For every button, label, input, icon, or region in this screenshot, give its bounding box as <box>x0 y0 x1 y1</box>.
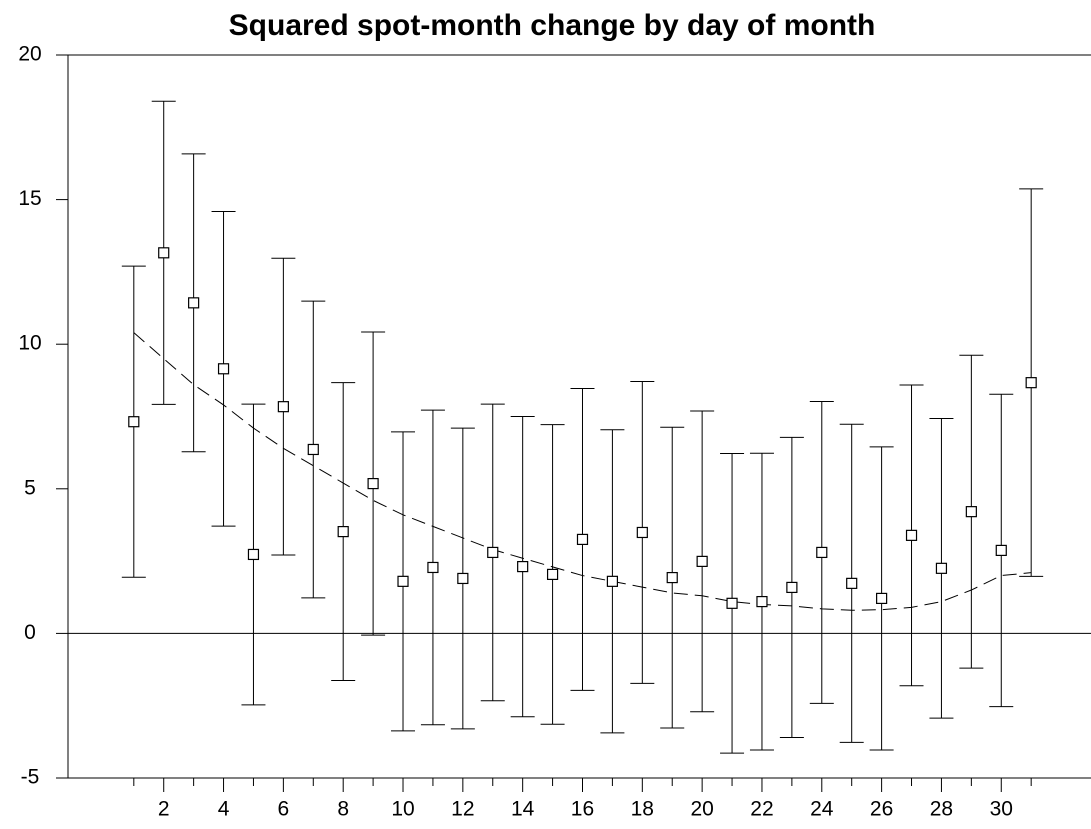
point <box>487 546 499 559</box>
y-tick-label: 10 <box>18 332 41 355</box>
point <box>696 555 708 567</box>
point <box>606 575 619 587</box>
point <box>965 506 977 518</box>
x-tick-label: 2 <box>158 798 170 821</box>
point <box>457 572 469 585</box>
point <box>307 443 319 456</box>
point <box>995 544 1007 556</box>
point <box>846 577 858 589</box>
y-tick-label: 20 <box>18 43 41 66</box>
x-tick-label: 30 <box>990 798 1013 821</box>
point <box>935 562 948 574</box>
point <box>726 597 738 609</box>
chart-title: Squared spot-month change by day of mont… <box>229 9 876 42</box>
x-tick-label: 14 <box>511 798 535 821</box>
point <box>217 363 230 375</box>
point <box>786 581 798 594</box>
point <box>666 571 678 584</box>
point <box>576 533 589 546</box>
point <box>397 575 409 587</box>
point <box>905 529 918 541</box>
x-tick-label: 4 <box>218 798 230 821</box>
point <box>517 560 529 573</box>
y-tick-label: 5 <box>24 476 36 499</box>
y-tick-label: -5 <box>21 766 40 789</box>
point <box>277 401 289 413</box>
x-tick-label: 16 <box>571 798 594 821</box>
point <box>337 526 349 538</box>
x-tick-label: 8 <box>337 798 349 821</box>
point <box>128 416 140 428</box>
point <box>367 477 379 490</box>
y-tick-label: 0 <box>24 621 36 644</box>
x-tick-label: 22 <box>750 798 773 821</box>
y-tick-label: 15 <box>18 187 41 210</box>
x-tick-label: 6 <box>278 798 290 821</box>
x-tick-label: 26 <box>870 798 893 821</box>
point <box>188 297 200 309</box>
x-tick-label: 20 <box>690 798 713 821</box>
point <box>1025 377 1037 389</box>
plot-frame <box>67 54 1091 779</box>
point <box>427 561 439 574</box>
x-tick-label: 18 <box>631 798 654 821</box>
point <box>816 546 828 559</box>
point <box>876 592 888 605</box>
x-tick-label: 10 <box>391 798 414 821</box>
point <box>756 595 768 608</box>
point <box>158 247 170 259</box>
point <box>546 568 559 581</box>
x-tick-label: 28 <box>930 798 953 821</box>
point <box>636 526 648 539</box>
x-tick-label: 12 <box>451 798 474 821</box>
point <box>247 548 260 561</box>
x-tick-label: 24 <box>810 798 834 821</box>
